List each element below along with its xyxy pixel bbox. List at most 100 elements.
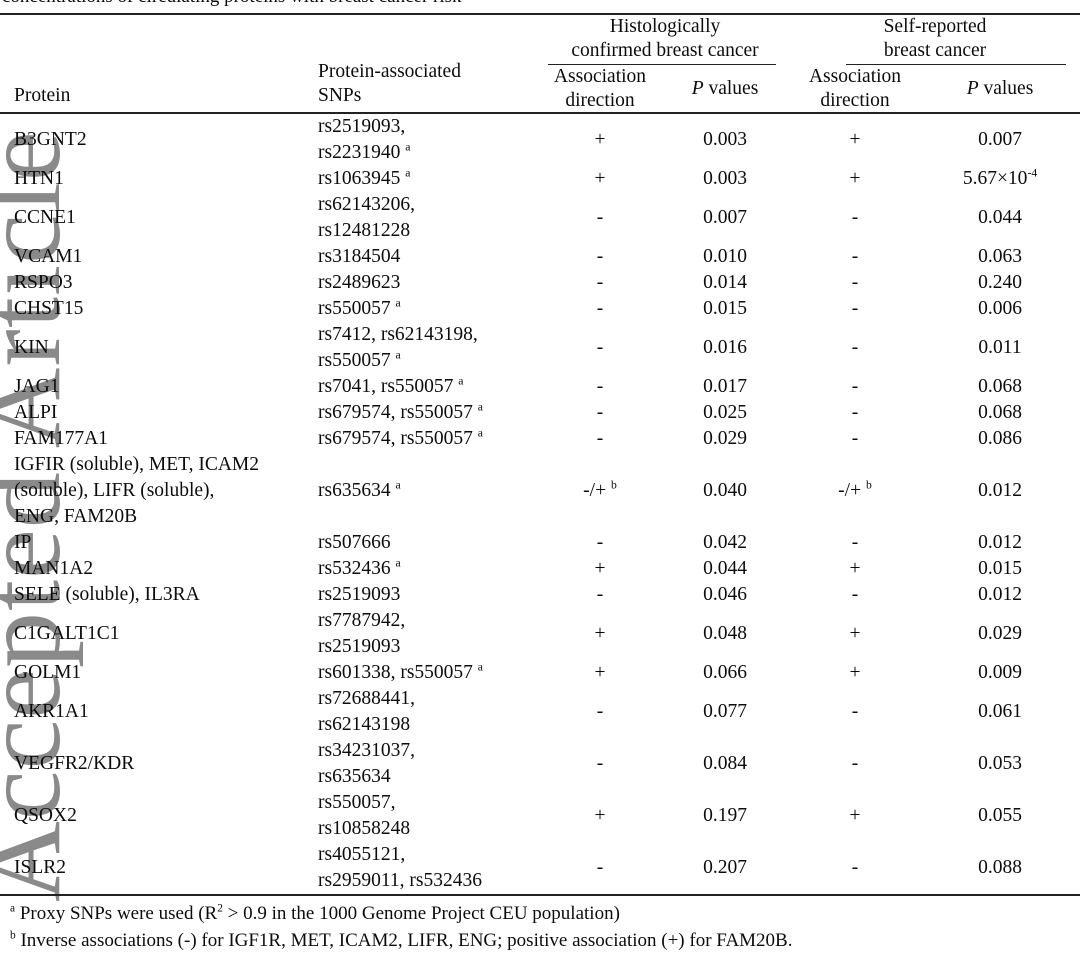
self-p-value-cell: 0.044 — [978, 207, 1022, 228]
self-p-value-cell: 0.015 — [978, 558, 1022, 579]
table-body: B3GNT2 rs2519093, rs2231940 a + 0.003 + 0… — [0, 114, 1080, 894]
table-row: SELE (soluble), IL3RA rs2519093 - 0.046 … — [0, 582, 1080, 608]
footnote: a Proxy SNPs were used (R2 > 0.9 in the … — [10, 902, 620, 924]
protein-cell: ISLR2 — [14, 857, 67, 878]
hist-association-direction-cell: + — [594, 623, 606, 644]
self-association-direction-cell: + — [849, 805, 861, 826]
snps-cell: rs34231037, rs635634 — [318, 740, 415, 787]
hist-association-direction-cell: - — [596, 246, 604, 267]
column-header-association-direction: Association direction — [808, 66, 902, 111]
self-association-direction-cell: + — [849, 129, 861, 150]
group-header-histologically-confirmed: Histologically confirmed breast cancer As… — [540, 15, 790, 113]
hist-p-value-cell: 0.066 — [703, 662, 747, 683]
self-p-value-cell: 0.007 — [978, 129, 1022, 150]
snps-cell: rs532436 a — [318, 556, 401, 579]
self-association-direction-cell: -/+ b — [838, 478, 872, 501]
hist-p-value-cell: 0.003 — [703, 129, 747, 150]
hist-association-direction-cell: - — [596, 298, 604, 319]
column-header-protein: Protein — [14, 85, 71, 106]
self-association-direction-cell: + — [849, 558, 861, 579]
group-title-self-reported: Self-reported breast cancer — [883, 16, 987, 61]
self-association-direction-cell: - — [851, 428, 859, 449]
column-header-snps: Protein-associated SNPs — [318, 61, 461, 106]
column-header-association-direction: Association direction — [553, 66, 647, 111]
group-underline — [846, 64, 1066, 65]
hist-association-direction-cell: - — [596, 402, 604, 423]
self-association-direction-cell: - — [851, 532, 859, 553]
self-p-value-cell: 0.006 — [978, 298, 1022, 319]
hist-association-direction-cell: + — [594, 168, 606, 189]
self-association-direction-cell: - — [851, 246, 859, 267]
hist-p-value-cell: 0.007 — [703, 207, 747, 228]
snps-cell: rs7787942, rs2519093 — [318, 610, 406, 657]
protein-cell: HTN1 — [14, 168, 64, 189]
self-p-value-cell: 0.086 — [978, 428, 1022, 449]
hist-association-direction-cell: - — [596, 337, 604, 358]
table-top-rule — [0, 13, 1080, 15]
self-p-value-cell: 0.068 — [978, 376, 1022, 397]
snps-cell: rs2489623 — [318, 272, 401, 293]
self-p-value-cell: 0.012 — [978, 480, 1022, 501]
protein-cell: AKR1A1 — [14, 701, 89, 722]
self-association-direction-cell: + — [849, 623, 861, 644]
hist-p-value-cell: 0.015 — [703, 298, 747, 319]
self-p-value-cell: 0.009 — [978, 662, 1022, 683]
hist-association-direction-cell: - — [596, 701, 604, 722]
hist-p-value-cell: 0.040 — [703, 480, 747, 501]
hist-association-direction-cell: - — [596, 532, 604, 553]
snps-cell: rs550057, rs10858248 — [318, 792, 411, 839]
snps-cell: rs679574, rs550057 a — [318, 400, 483, 423]
self-association-direction-cell: - — [851, 298, 859, 319]
snps-cell: rs550057 a — [318, 296, 401, 319]
footnote: b Inverse associations (-) for IGF1R, ME… — [10, 929, 793, 951]
snps-cell: rs62143206, rs12481228 — [318, 194, 415, 241]
snps-cell: rs635634 a — [318, 478, 401, 501]
self-p-value-cell: 0.068 — [978, 402, 1022, 423]
self-p-value-cell: 5.67×10-4 — [962, 166, 1038, 189]
snps-cell: rs4055121, rs2959011, rs532436 — [318, 844, 482, 891]
hist-p-value-cell: 0.010 — [703, 246, 747, 267]
hist-p-value-cell: 0.046 — [703, 584, 747, 605]
group-header-self-reported: Self-reported breast cancer Association di… — [790, 15, 1080, 113]
self-association-direction-cell: - — [851, 701, 859, 722]
snps-cell: rs1063945 a — [318, 166, 411, 189]
protein-cell: KIN — [14, 337, 49, 358]
self-association-direction-cell: - — [851, 402, 859, 423]
self-association-direction-cell: - — [851, 584, 859, 605]
table-row: AKR1A1 rs72688441, rs62143198 - 0.077 - 0… — [0, 686, 1080, 738]
hist-p-value-cell: 0.003 — [703, 168, 747, 189]
self-p-value-cell: 0.012 — [978, 532, 1022, 553]
snps-cell: rs507666 — [318, 532, 391, 553]
hist-p-value-cell: 0.029 — [703, 428, 747, 449]
snps-cell: rs2519093, rs2231940 a — [318, 116, 411, 163]
protein-cell: SELE (soluble), IL3RA — [14, 584, 200, 605]
table-row: CCNE1 rs62143206, rs12481228 - 0.007 - 0.… — [0, 192, 1080, 244]
protein-cell: QSOX2 — [14, 805, 77, 826]
group-underline — [548, 64, 776, 65]
p-label-italic: P — [691, 78, 704, 99]
self-p-value-cell: 0.029 — [978, 623, 1022, 644]
hist-association-direction-cell: - — [596, 272, 604, 293]
self-association-direction-cell: - — [851, 753, 859, 774]
hist-association-direction-cell: - — [596, 753, 604, 774]
hist-p-value-cell: 0.042 — [703, 532, 747, 553]
snps-cell: rs7412, rs62143198, rs550057 a — [318, 324, 478, 371]
hist-association-direction-cell: + — [594, 805, 606, 826]
hist-p-value-cell: 0.016 — [703, 337, 747, 358]
table-footnotes: a Proxy SNPs were used (R2 > 0.9 in the … — [0, 896, 1080, 954]
self-p-value-cell: 0.088 — [978, 857, 1022, 878]
self-p-value-cell: 0.053 — [978, 753, 1022, 774]
table-row: VCAM1 rs3184504 - 0.010 - 0.063 — [0, 244, 1080, 270]
self-association-direction-cell: - — [851, 337, 859, 358]
self-p-value-cell: 0.011 — [978, 337, 1022, 358]
hist-association-direction-cell: - — [596, 428, 604, 449]
table-row: JAG1 rs7041, rs550057 a - 0.017 - 0.068 — [0, 374, 1080, 400]
hist-p-value-cell: 0.017 — [703, 376, 747, 397]
column-header-p-values: P values — [920, 65, 1080, 113]
p-label-rest: values — [703, 78, 759, 99]
hist-association-direction-cell: + — [594, 662, 606, 683]
snps-cell: rs679574, rs550057 a — [318, 426, 483, 449]
protein-cell: RSPO3 — [14, 272, 73, 293]
self-p-value-cell: 0.240 — [978, 272, 1022, 293]
